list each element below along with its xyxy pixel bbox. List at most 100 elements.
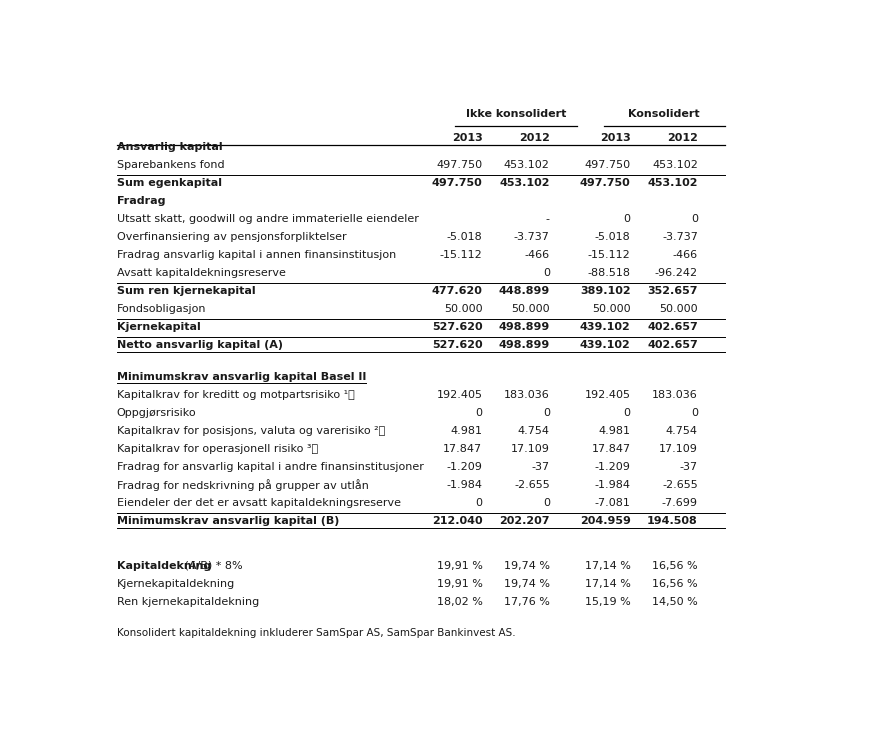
Text: Fradrag: Fradrag bbox=[116, 196, 165, 206]
Text: -37: -37 bbox=[680, 461, 698, 472]
Text: 498.899: 498.899 bbox=[499, 340, 550, 350]
Text: 50.000: 50.000 bbox=[511, 304, 550, 314]
Text: 17,14 %: 17,14 % bbox=[585, 579, 631, 589]
Text: 527.620: 527.620 bbox=[432, 322, 482, 332]
Text: -1.984: -1.984 bbox=[447, 480, 482, 490]
Text: 19,74 %: 19,74 % bbox=[504, 561, 550, 571]
Text: -466: -466 bbox=[673, 250, 698, 260]
Text: Avsatt kapitaldekningsreserve: Avsatt kapitaldekningsreserve bbox=[116, 268, 286, 278]
Text: 19,91 %: 19,91 % bbox=[436, 579, 482, 589]
Text: 16,56 %: 16,56 % bbox=[653, 561, 698, 571]
Text: -3.737: -3.737 bbox=[662, 232, 698, 242]
Text: 448.899: 448.899 bbox=[499, 286, 550, 296]
Text: 183.036: 183.036 bbox=[504, 389, 550, 400]
Text: 4.754: 4.754 bbox=[518, 426, 550, 435]
Text: 192.405: 192.405 bbox=[436, 389, 482, 400]
Text: 50.000: 50.000 bbox=[660, 304, 698, 314]
Text: 402.657: 402.657 bbox=[647, 340, 698, 350]
Text: 439.102: 439.102 bbox=[580, 322, 631, 332]
Text: 17.847: 17.847 bbox=[592, 444, 631, 454]
Text: 453.102: 453.102 bbox=[652, 160, 698, 170]
Text: Sum ren kjernekapital: Sum ren kjernekapital bbox=[116, 286, 255, 296]
Text: 2012: 2012 bbox=[667, 133, 698, 143]
Text: 477.620: 477.620 bbox=[432, 286, 482, 296]
Text: -37: -37 bbox=[532, 461, 550, 472]
Text: -96.242: -96.242 bbox=[654, 268, 698, 278]
Text: 17.109: 17.109 bbox=[659, 444, 698, 454]
Text: -15.112: -15.112 bbox=[440, 250, 482, 260]
Text: -2.655: -2.655 bbox=[514, 480, 550, 490]
Text: 497.750: 497.750 bbox=[432, 178, 482, 188]
Text: -7.699: -7.699 bbox=[662, 498, 698, 507]
Text: 18,02 %: 18,02 % bbox=[436, 597, 482, 607]
Text: 0: 0 bbox=[543, 268, 550, 278]
Text: 2013: 2013 bbox=[452, 133, 482, 143]
Text: 4.981: 4.981 bbox=[599, 426, 631, 435]
Text: 0: 0 bbox=[624, 214, 631, 224]
Text: 439.102: 439.102 bbox=[580, 340, 631, 350]
Text: 0: 0 bbox=[543, 408, 550, 418]
Text: Sum egenkapital: Sum egenkapital bbox=[116, 178, 222, 188]
Text: Utsatt skatt, goodwill og andre immaterielle eiendeler: Utsatt skatt, goodwill og andre immateri… bbox=[116, 214, 419, 224]
Text: Fondsobligasjon: Fondsobligasjon bbox=[116, 304, 206, 314]
Text: -2.655: -2.655 bbox=[662, 480, 698, 490]
Text: Netto ansvarlig kapital (A): Netto ansvarlig kapital (A) bbox=[116, 340, 282, 350]
Text: Minimumskrav ansvarlig kapital (B): Minimumskrav ansvarlig kapital (B) bbox=[116, 516, 339, 526]
Text: Kapitaldekning: Kapitaldekning bbox=[116, 561, 211, 571]
Text: 212.040: 212.040 bbox=[432, 516, 482, 526]
Text: Overfinansiering av pensjonsforpliktelser: Overfinansiering av pensjonsforpliktelse… bbox=[116, 232, 347, 242]
Text: Fradrag for ansvarlig kapital i andre finansinstitusjoner: Fradrag for ansvarlig kapital i andre fi… bbox=[116, 461, 423, 472]
Text: 14,50 %: 14,50 % bbox=[652, 597, 698, 607]
Text: Minimumskrav ansvarlig kapital Basel II: Minimumskrav ansvarlig kapital Basel II bbox=[116, 372, 366, 382]
Text: 4.981: 4.981 bbox=[450, 426, 482, 435]
Text: 204.959: 204.959 bbox=[580, 516, 631, 526]
Text: -15.112: -15.112 bbox=[587, 250, 631, 260]
Text: Eiendeler der det er avsatt kapitaldekningsreserve: Eiendeler der det er avsatt kapitaldekni… bbox=[116, 498, 401, 507]
Text: Ren kjernekapitaldekning: Ren kjernekapitaldekning bbox=[116, 597, 259, 607]
Text: Kjernekapital: Kjernekapital bbox=[116, 322, 201, 332]
Text: -5.018: -5.018 bbox=[447, 232, 482, 242]
Text: Ansvarlig kapital: Ansvarlig kapital bbox=[116, 142, 222, 152]
Text: Konsolidert: Konsolidert bbox=[628, 109, 700, 119]
Text: -: - bbox=[546, 214, 550, 224]
Text: 16,56 %: 16,56 % bbox=[653, 579, 698, 589]
Text: 17,76 %: 17,76 % bbox=[504, 597, 550, 607]
Text: Kapitalkrav for operasjonell risiko ³⧠: Kapitalkrav for operasjonell risiko ³⧠ bbox=[116, 444, 318, 454]
Text: 183.036: 183.036 bbox=[652, 389, 698, 400]
Text: 498.899: 498.899 bbox=[499, 322, 550, 332]
Text: 453.102: 453.102 bbox=[504, 160, 550, 170]
Text: 497.750: 497.750 bbox=[580, 178, 631, 188]
Text: 352.657: 352.657 bbox=[647, 286, 698, 296]
Text: Kjernekapitaldekning: Kjernekapitaldekning bbox=[116, 579, 235, 589]
Text: Sparebankens fond: Sparebankens fond bbox=[116, 160, 224, 170]
Text: 17,14 %: 17,14 % bbox=[585, 561, 631, 571]
Text: 0: 0 bbox=[691, 214, 698, 224]
Text: 2013: 2013 bbox=[600, 133, 631, 143]
Text: -7.081: -7.081 bbox=[594, 498, 631, 507]
Text: 497.750: 497.750 bbox=[585, 160, 631, 170]
Text: 389.102: 389.102 bbox=[580, 286, 631, 296]
Text: -1.984: -1.984 bbox=[594, 480, 631, 490]
Text: -3.737: -3.737 bbox=[514, 232, 550, 242]
Text: 402.657: 402.657 bbox=[647, 322, 698, 332]
Text: 453.102: 453.102 bbox=[647, 178, 698, 188]
Text: 0: 0 bbox=[475, 408, 482, 418]
Text: 50.000: 50.000 bbox=[444, 304, 482, 314]
Text: 194.508: 194.508 bbox=[647, 516, 698, 526]
Text: 19,91 %: 19,91 % bbox=[436, 561, 482, 571]
Text: 50.000: 50.000 bbox=[592, 304, 631, 314]
Text: 202.207: 202.207 bbox=[500, 516, 550, 526]
Text: 453.102: 453.102 bbox=[500, 178, 550, 188]
Text: -1.209: -1.209 bbox=[594, 461, 631, 472]
Text: Kapitalkrav for kreditt og motpartsrisiko ¹⧠: Kapitalkrav for kreditt og motpartsrisik… bbox=[116, 389, 355, 400]
Text: 4.754: 4.754 bbox=[666, 426, 698, 435]
Text: -1.209: -1.209 bbox=[447, 461, 482, 472]
Text: 497.750: 497.750 bbox=[436, 160, 482, 170]
Text: 15,19 %: 15,19 % bbox=[585, 597, 631, 607]
Text: 0: 0 bbox=[624, 408, 631, 418]
Text: -466: -466 bbox=[525, 250, 550, 260]
Text: -88.518: -88.518 bbox=[587, 268, 631, 278]
Text: Fradrag for nedskrivning på grupper av utlån: Fradrag for nedskrivning på grupper av u… bbox=[116, 478, 368, 490]
Text: 527.620: 527.620 bbox=[432, 340, 482, 350]
Text: Kapitalkrav for posisjons, valuta og varerisiko ²⧠: Kapitalkrav for posisjons, valuta og var… bbox=[116, 426, 385, 435]
